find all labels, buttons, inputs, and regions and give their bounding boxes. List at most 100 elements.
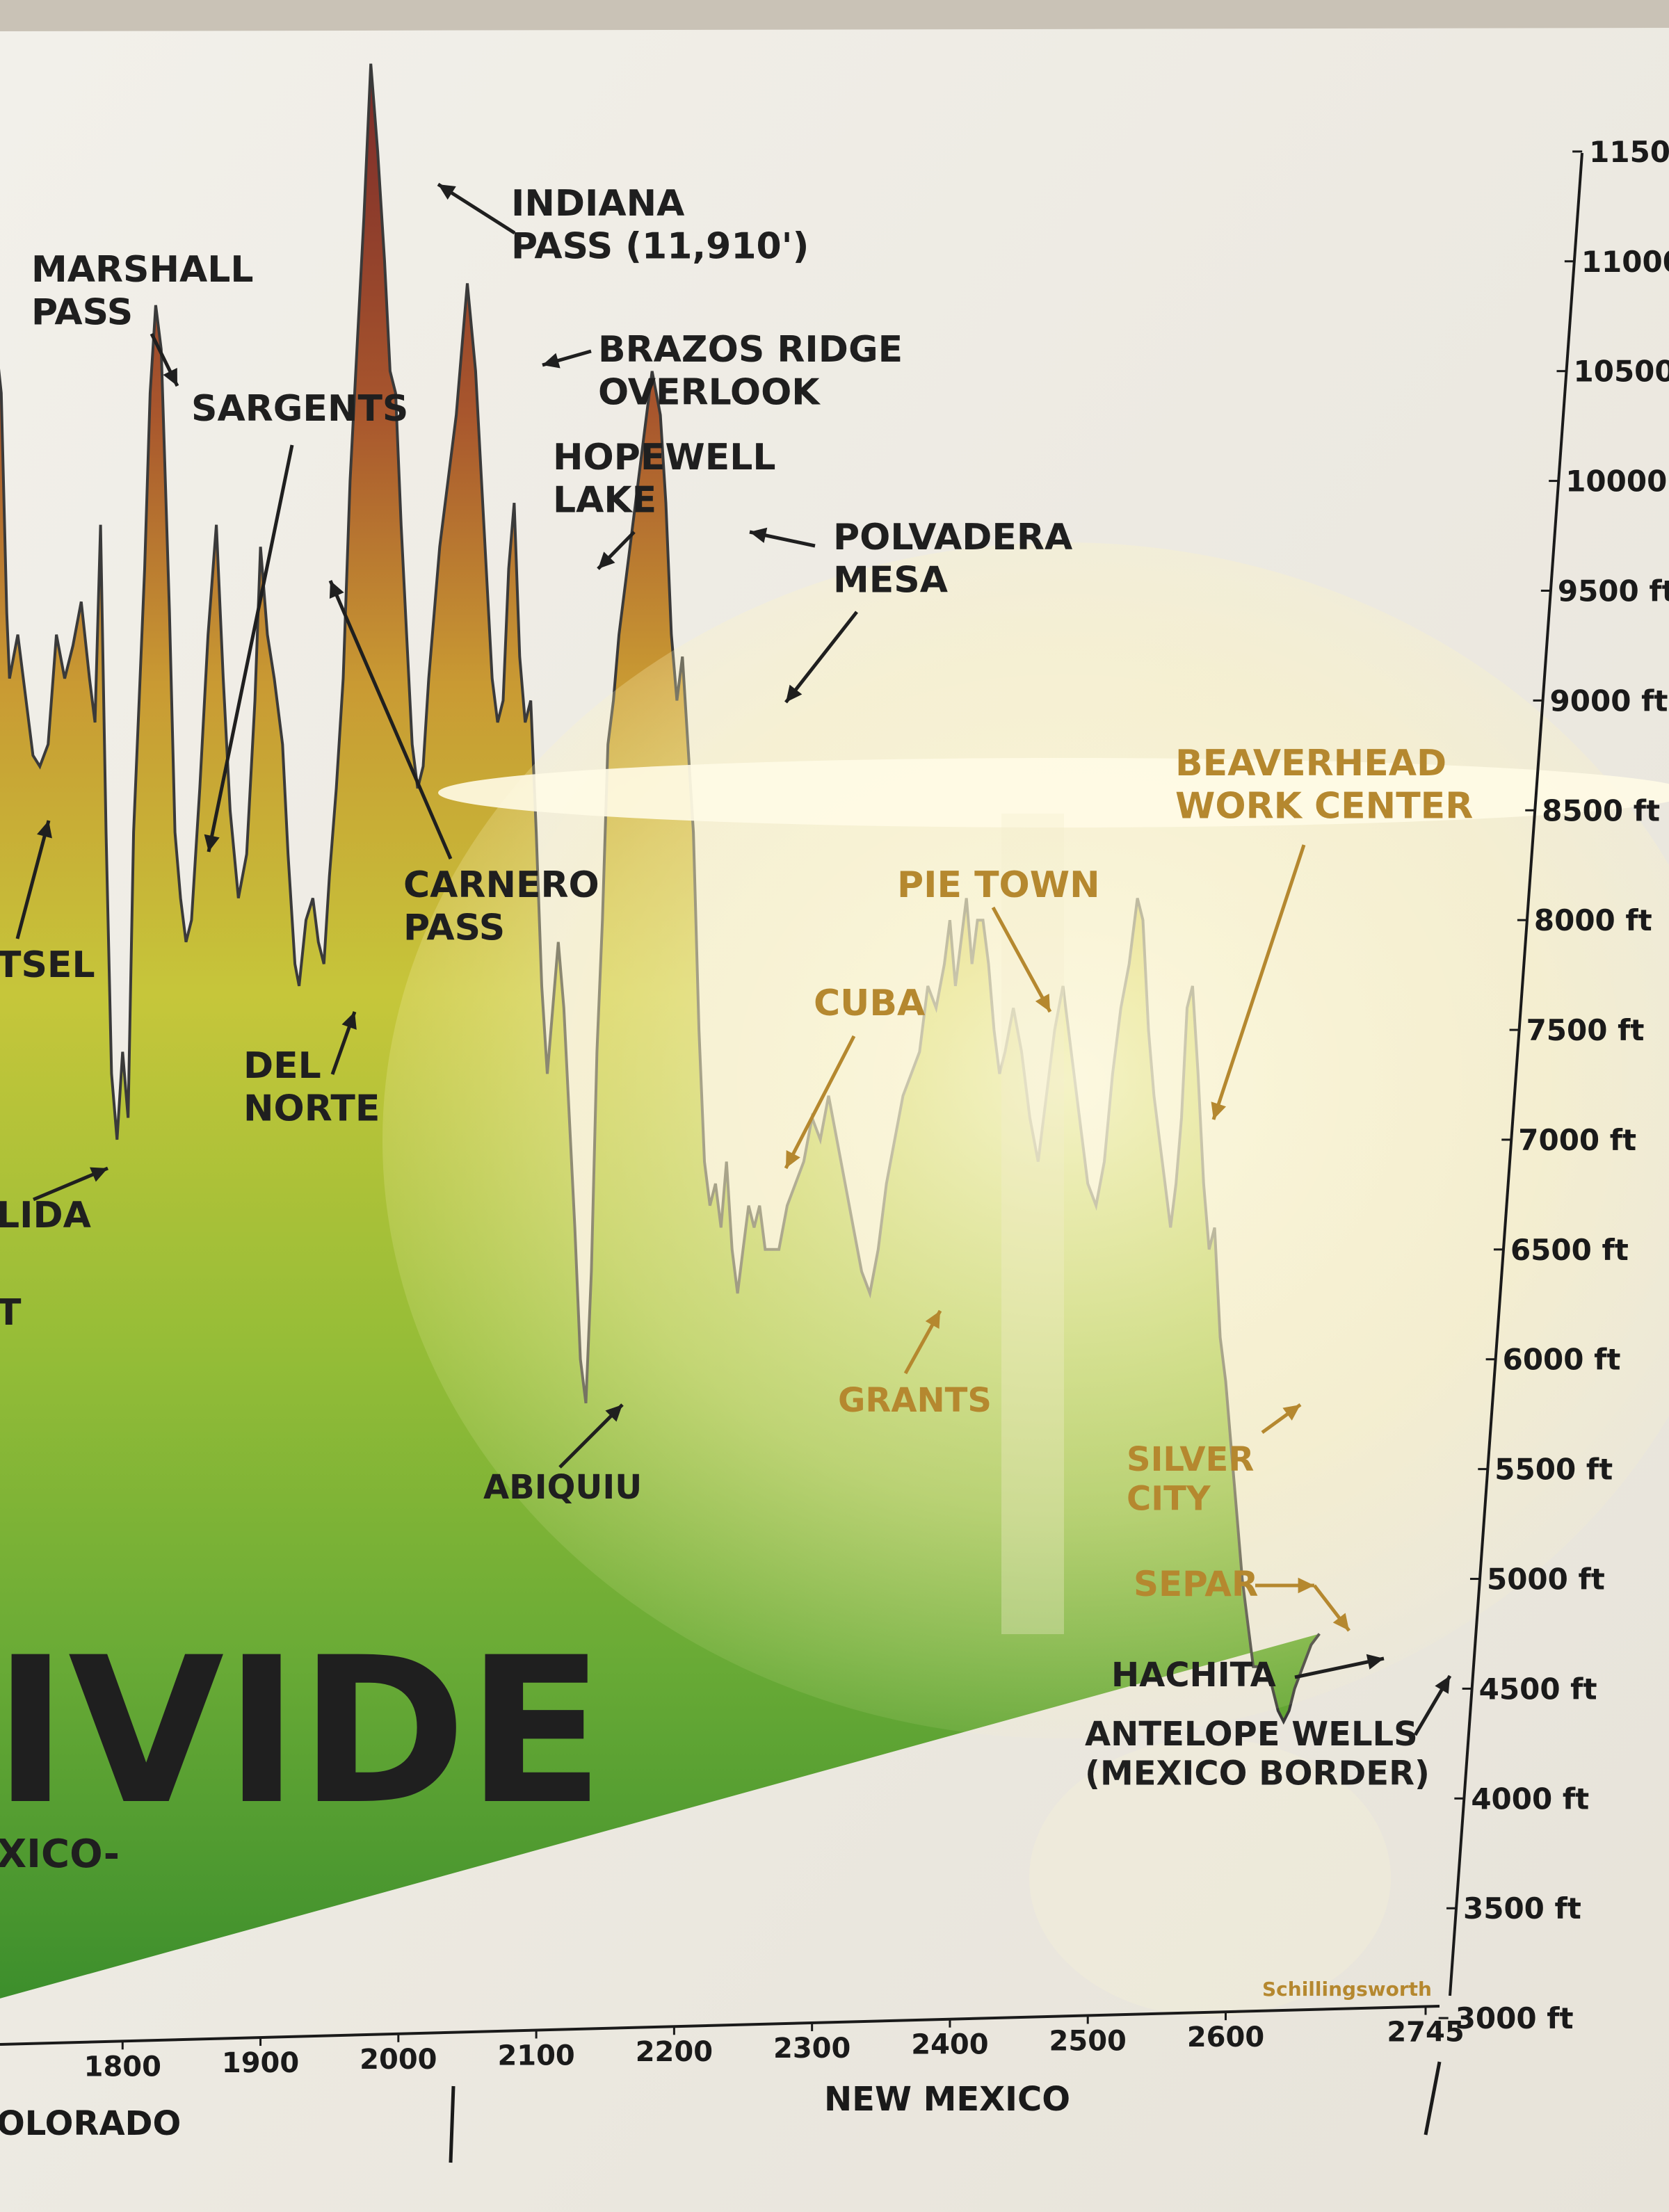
annotation-sargents-arrow-head <box>204 834 220 852</box>
y-tick-label: 4500 ft <box>1479 1672 1597 1706</box>
annotation-del-arrow-head <box>341 1012 357 1030</box>
y-tick-label: 5000 ft <box>1487 1563 1605 1597</box>
annotation-hopewell: HOPEWELL LAKE <box>553 437 776 570</box>
poster-subtitle: XICO- <box>0 1832 120 1877</box>
annotation-brazos-ridge: BRAZOS RIDGE OVERLOOK <box>542 329 903 413</box>
lamp-glow <box>382 542 1669 1738</box>
x-tick-label: 2000 <box>360 2044 437 2076</box>
annotation-del-text: DEL NORTE <box>243 1045 380 1129</box>
annotation-pie-town-arrow <box>991 906 1052 1013</box>
annotation-abiquiu: ABIQUIU <box>483 1403 642 1507</box>
annotation-tsel-arrow-head <box>37 821 52 839</box>
x-tick-label: 2100 <box>497 2040 574 2072</box>
y-axis-line <box>1449 152 1583 1996</box>
annotation-antelope-wells-text: ANTELOPE WELLS (MEXICO BORDER) <box>1085 1715 1430 1793</box>
y-tick-label: 7000 ft <box>1518 1123 1636 1157</box>
x-tick-label: 2500 <box>1049 2025 1127 2057</box>
annotation-silver: SILVER CITY <box>1127 1403 1302 1519</box>
annotation-del: DEL NORTE <box>243 1011 380 1129</box>
annotation-cuba-text: CUBA <box>814 983 925 1024</box>
annotation-separ-text: SEPAR <box>1134 1564 1258 1604</box>
y-tick-label: 3000 ft <box>1456 2001 1574 2035</box>
y-tick-label: 5500 ft <box>1494 1453 1613 1487</box>
annotation-polvadera-arrow-shaft <box>784 611 858 704</box>
annotation-grants: GRANTS <box>838 1309 992 1420</box>
x-axis-line <box>0 2005 1440 2046</box>
annotation-carnero-arrow-head <box>329 581 344 599</box>
y-tick-label: 9000 ft <box>1550 684 1668 718</box>
axes: 11500 11000 10500 10000 9500 ft 9000 ft 8500 f… <box>0 135 1669 2163</box>
annotation-antelope-wells-arrow-head <box>1435 1676 1450 1694</box>
x-tick-label: 2745 <box>1387 2017 1464 2049</box>
annotation-tsel-text: TSEL <box>0 944 95 986</box>
y-tick-label: 11000 <box>1581 245 1669 279</box>
annotation-marshall: MARSHALL PASS <box>31 249 254 387</box>
annotation-polvadera-arrow-head <box>750 527 768 543</box>
y-tick-label: 9500 ft <box>1558 574 1669 608</box>
annotation-polvadera-arrow <box>749 527 816 548</box>
annotation-brazos-ridge-arrow <box>542 349 592 369</box>
annotation-beaverhead-text: BEAVERHEAD WORK CENTER <box>1175 743 1473 827</box>
annotation-polvadera: POLVADERA MESA <box>749 517 1072 704</box>
annotation-pie-town: PIE TOWN <box>897 864 1100 1013</box>
state-label-new-mexico: NEW MEXICO <box>824 2080 1070 2119</box>
annotation-cuba-arrow-shaft <box>784 1035 856 1170</box>
annotation-hopewell-arrow-head <box>598 551 615 569</box>
annotation-separ-arrow <box>1255 1577 1314 1594</box>
annotation-lida-arrow-head <box>90 1167 108 1182</box>
y-tick-label: 4000 ft <box>1471 1782 1589 1816</box>
annotation-cuba: CUBA <box>784 983 925 1170</box>
poster-title: IVIDE <box>0 1615 604 1849</box>
annotation-brazos-ridge-arrow-head <box>542 353 561 369</box>
annotation-silver-text: SILVER CITY <box>1127 1440 1254 1519</box>
state-divider-right <box>1424 2061 1442 2136</box>
annotation-lida-text: LIDA <box>0 1195 91 1236</box>
annotation-polvadera-arrow <box>784 611 858 704</box>
y-tick-label: 10000 <box>1565 465 1667 499</box>
annotation-sargents: SARGENTS <box>191 388 408 853</box>
annotation-marshall-arrow-head <box>163 368 177 386</box>
annotation-hachita-text: HACHITA <box>1111 1656 1276 1695</box>
annotation-t: T <box>0 1292 22 1334</box>
annotation-indiana: INDIANA PASS (11,910') <box>437 182 809 267</box>
annotation-pie-town-arrow-head <box>1035 994 1050 1012</box>
lamp-base <box>1029 1738 1391 2017</box>
annotation-silver-arrow <box>1261 1403 1302 1435</box>
y-tick-label: 8000 ft <box>1534 903 1652 937</box>
y-tick-label: 7500 ft <box>1526 1013 1645 1047</box>
annotation-tsel-arrow <box>15 820 52 939</box>
x-tick-label: 2300 <box>773 2033 850 2065</box>
annotation-tsel-arrow-shaft <box>15 820 51 939</box>
annotation-marshall-arrow <box>150 332 179 387</box>
annotation-indiana-arrow-head <box>438 184 456 200</box>
x-tick-label: 2400 <box>911 2029 988 2061</box>
annotation-abiquiu-arrow <box>558 1403 624 1469</box>
annotation-brazos-ridge-text: BRAZOS RIDGE OVERLOOK <box>598 329 903 413</box>
x-tick-label: 1900 <box>222 2047 299 2079</box>
annotation-carnero-arrow <box>328 580 453 859</box>
annotation-carnero: CARNERO PASS <box>328 580 599 948</box>
y-tick-label: 10500 <box>1574 355 1669 389</box>
state-divider-left <box>449 2085 455 2163</box>
annotation-pie-town-arrow-shaft <box>991 906 1052 1013</box>
annotation-pie-town-text: PIE TOWN <box>897 864 1100 906</box>
y-tick-label: 6000 ft <box>1503 1343 1621 1377</box>
x-tick-label: 1800 <box>84 2051 161 2083</box>
annotation-hachita-arrow-head <box>1366 1654 1384 1670</box>
annotation-indiana-text: INDIANA PASS (11,910') <box>511 183 809 267</box>
lamp-rim <box>438 758 1669 828</box>
annotation-abiquiu-arrow-head <box>605 1405 622 1422</box>
annotation-polvadera-arrow-head <box>786 684 803 702</box>
annotation-beaverhead-arrow <box>1211 844 1306 1120</box>
y-tick-label: 6500 ft <box>1510 1233 1629 1267</box>
annotation-abiquiu-text: ABIQUIU <box>483 1468 642 1507</box>
annotation-cuba-arrow <box>784 1035 856 1170</box>
annotation-tsel: TSEL <box>0 820 95 986</box>
annotations: MARSHALL PASS SARGENTS INDIANA PASS (11,910'… <box>0 182 1473 1793</box>
annotation-grants-arrow <box>903 1309 942 1375</box>
annotation-indiana-arrow <box>437 182 516 235</box>
annotation-cuba-arrow-head <box>786 1150 800 1168</box>
annotation-marshall-text: MARSHALL PASS <box>31 249 254 333</box>
